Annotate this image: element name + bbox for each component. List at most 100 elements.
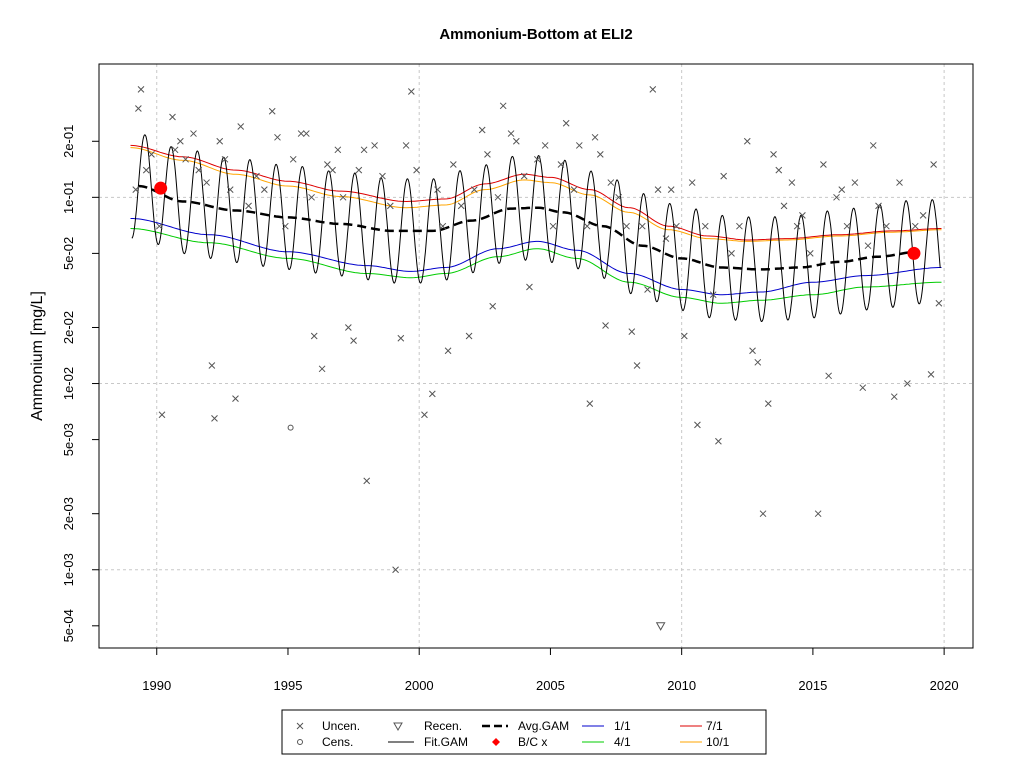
fit-gam-line <box>131 134 941 323</box>
uncensored-point <box>904 380 911 387</box>
uncensored-point <box>759 510 767 518</box>
uncensored-point <box>583 222 591 230</box>
uncensored-point <box>890 393 898 401</box>
uncensored-point <box>715 437 722 445</box>
uncensored-point <box>297 130 305 137</box>
y-axis: 2e-01 1e-01 5e-02 2e-02 1e-02 5e-03 2e-03 1e-03… <box>61 125 99 642</box>
uncensored-point <box>667 186 675 193</box>
legend-bc-icon <box>492 738 500 746</box>
uncensored-point <box>137 86 145 93</box>
uncensored-point <box>339 193 347 201</box>
uncensored-point <box>875 202 882 210</box>
x-tick-label: 2015 <box>798 678 827 693</box>
uncensored-point <box>226 186 234 193</box>
uncensored-point <box>132 186 140 193</box>
y-tick-label: 1e-02 <box>61 367 76 400</box>
uncensored-point <box>350 337 357 344</box>
censored-point <box>287 424 294 431</box>
uncensored-point <box>701 222 709 230</box>
uncensored-point <box>533 155 541 163</box>
uncensored-point <box>253 172 260 180</box>
uncensored-point <box>216 137 224 145</box>
uncensored-point <box>793 222 801 230</box>
uncensored-point <box>360 146 368 154</box>
y-axis-label: Ammonium [mg/L] <box>29 291 46 421</box>
uncensored-point <box>148 151 155 158</box>
uncensored-point <box>142 166 150 174</box>
uncensored-point <box>363 477 371 485</box>
uncensored-point <box>586 400 594 407</box>
uncensored-point <box>221 155 229 163</box>
uncensored-point <box>281 222 289 230</box>
uncensored-point <box>602 322 609 329</box>
uncensored-point <box>182 155 189 163</box>
uncensored-point <box>439 222 447 230</box>
uncensored-point <box>308 193 315 201</box>
uncensored-point <box>883 222 890 230</box>
uncensored-point <box>788 179 796 186</box>
legend-box <box>281 709 767 755</box>
uncensored-point <box>379 172 386 180</box>
uncensored-point <box>628 328 636 335</box>
uncensored-point <box>397 334 405 342</box>
uncensored-point <box>814 510 822 518</box>
uncensored-point <box>465 332 473 340</box>
uncensored-point <box>355 166 363 174</box>
uncensored-point <box>709 291 717 299</box>
uncensored-point <box>780 202 788 210</box>
uncensored-point <box>843 222 851 230</box>
avg-gam-line <box>138 184 918 271</box>
uncensored-point <box>911 222 919 230</box>
uncensored-point <box>211 415 218 422</box>
uncensored-point <box>728 250 735 257</box>
legend-censored-icon <box>297 739 303 745</box>
legend-label: B/C x <box>518 735 547 749</box>
x-tick-label: 2000 <box>405 678 434 693</box>
uncensored-point <box>208 362 216 369</box>
legend-label: Uncen. <box>322 719 360 733</box>
uncensored-point <box>820 161 827 168</box>
uncensored-point <box>764 400 772 407</box>
uncensored-point <box>329 166 336 174</box>
uncensored-point <box>434 186 441 193</box>
uncensored-point <box>575 142 583 149</box>
uncensored-point <box>457 202 465 210</box>
bc-point <box>907 246 921 260</box>
uncensored-point <box>770 151 777 158</box>
uncensored-point <box>289 155 297 163</box>
uncensored-point <box>743 137 751 145</box>
uncensored-point <box>232 395 239 402</box>
y-tick-label: 2e-01 <box>61 125 76 158</box>
uncensored-point <box>754 358 762 366</box>
uncensored-point <box>413 166 420 174</box>
uncensored-point <box>402 142 410 149</box>
uncensored-point <box>549 222 557 230</box>
uncensored-point <box>562 119 570 127</box>
uncensored-point <box>930 161 937 168</box>
x-tick-label: 2020 <box>930 678 959 693</box>
uncensored-point <box>591 133 599 141</box>
uncensored-point <box>833 193 840 201</box>
uncensored-point <box>274 133 281 141</box>
legend-label: 7/1 <box>706 719 723 733</box>
uncensored-point <box>237 123 245 130</box>
uncensored-point <box>615 193 623 201</box>
uncensored-point <box>260 186 268 193</box>
uncensored-point <box>171 146 179 154</box>
uncensored-point <box>806 250 814 257</box>
y-tick-label: 5e-04 <box>61 609 76 642</box>
uncensored-point <box>775 166 783 174</box>
uncensored-point <box>478 126 486 134</box>
uncensored-point <box>386 202 394 210</box>
uncensored-point <box>869 142 877 149</box>
uncensored-point <box>318 365 326 373</box>
uncensored-point <box>673 222 680 230</box>
uncensored-point <box>799 212 806 219</box>
bc-point <box>154 181 168 195</box>
uncensored-point <box>268 107 276 115</box>
uncensored-point <box>557 161 565 168</box>
uncensored-point <box>489 302 497 310</box>
uncensored-point <box>927 371 935 378</box>
uncensored-point <box>190 130 197 137</box>
